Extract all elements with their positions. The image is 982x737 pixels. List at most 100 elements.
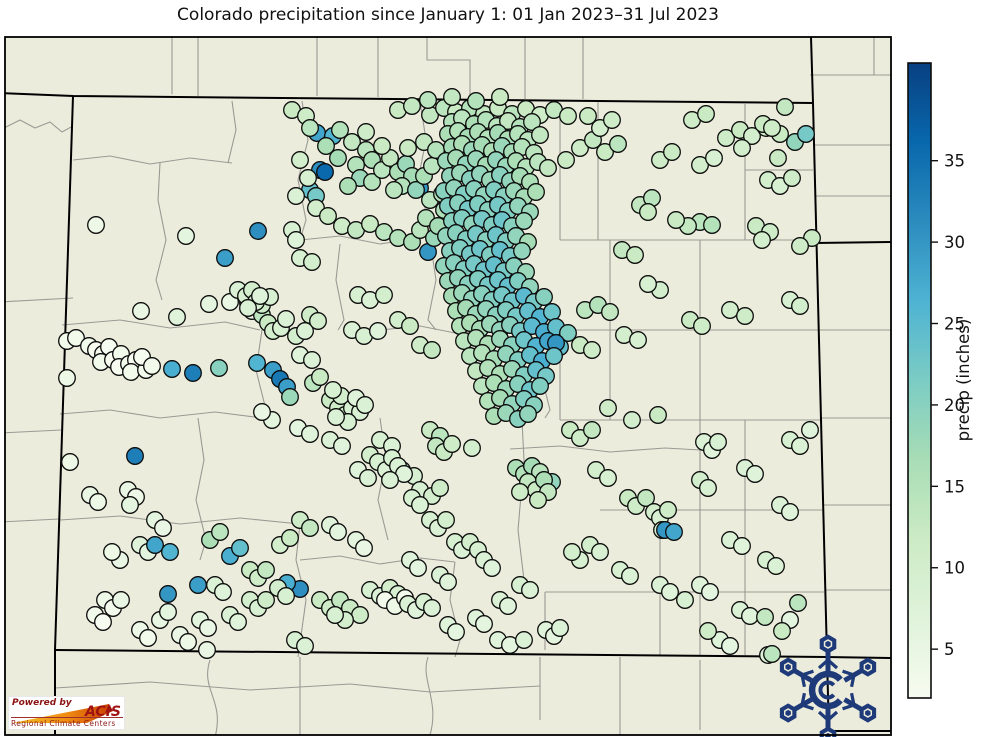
station-dot	[463, 439, 481, 457]
station-dot	[329, 149, 347, 167]
station-dot	[693, 317, 711, 335]
station-dot	[401, 317, 419, 335]
station-dot	[146, 536, 164, 554]
station-dot	[769, 149, 787, 167]
station-dot	[253, 403, 271, 421]
station-dot	[316, 163, 334, 181]
station-dot	[327, 408, 345, 426]
station-dot	[363, 173, 381, 191]
station-dot	[309, 312, 327, 330]
station-dot	[257, 561, 275, 579]
station-dot	[287, 187, 305, 205]
colorbar-bar	[907, 62, 932, 699]
station-dot	[665, 523, 683, 541]
station-dot	[437, 511, 455, 529]
station-dot	[583, 341, 601, 359]
station-dot	[563, 543, 581, 561]
station-dot	[519, 405, 537, 423]
station-dot	[667, 211, 685, 229]
station-dot	[639, 275, 657, 293]
station-dot	[621, 567, 639, 585]
station-dot	[251, 287, 269, 305]
colorbar-tick-label: 15	[944, 477, 965, 496]
station-dot	[324, 381, 342, 399]
station-dot	[523, 113, 541, 131]
station-dot	[154, 519, 172, 537]
station-dot	[599, 399, 617, 417]
station-dot	[301, 425, 319, 443]
colorbar-tick-label: 10	[944, 559, 965, 578]
station-dot	[776, 98, 794, 116]
county-lines	[5, 37, 891, 735]
station-dot	[199, 619, 217, 637]
station-dot	[515, 631, 533, 649]
station-dot	[423, 599, 441, 617]
station-dot	[557, 151, 575, 169]
colorbar-tick-label: 35	[944, 152, 965, 171]
station-dot	[67, 329, 85, 347]
station-dot	[499, 597, 517, 615]
station-dot	[791, 297, 809, 315]
station-dot	[701, 583, 719, 601]
station-dot	[359, 469, 377, 487]
station-dot	[419, 91, 437, 109]
station-dot	[423, 341, 441, 359]
station-dot	[709, 433, 727, 451]
station-dot	[721, 637, 739, 655]
colorbar-tick-label: 30	[944, 233, 965, 252]
axes-frame	[4, 36, 892, 736]
station-dot	[198, 641, 216, 659]
station-dot	[58, 369, 76, 387]
station-dot	[609, 135, 627, 153]
station-dot	[214, 583, 232, 601]
station-dot	[61, 453, 79, 471]
station-dot	[783, 169, 801, 187]
station-dot	[559, 324, 577, 342]
station-dot	[103, 543, 121, 561]
station-dot	[277, 310, 295, 328]
station-dot	[521, 581, 539, 599]
powered-by-text: Powered by	[12, 698, 72, 708]
station-dot	[301, 519, 319, 537]
station-dot	[743, 127, 761, 145]
station-dot	[475, 615, 493, 633]
station-dot	[797, 125, 815, 143]
station-dot	[339, 177, 357, 195]
station-dot	[143, 357, 161, 375]
colorbar-axis-label: precip (inches)	[954, 319, 973, 442]
station-dot	[303, 253, 321, 271]
station-dot	[331, 121, 349, 139]
station-dot	[596, 143, 614, 161]
station-dot	[733, 537, 751, 555]
station-dot	[317, 137, 335, 155]
station-dot	[781, 503, 799, 521]
chart-title: Colorado precipitation since January 1: …	[177, 5, 719, 25]
station-dot	[531, 126, 549, 144]
station-dot	[697, 105, 715, 123]
station-dot	[439, 573, 457, 591]
colorbar-tick-label: 20	[944, 396, 965, 415]
station-dot	[663, 143, 681, 161]
station-dot	[301, 119, 319, 137]
station-dot	[231, 539, 249, 557]
station-dot	[210, 359, 228, 377]
stations-layer	[58, 88, 821, 664]
station-dot	[661, 583, 679, 601]
station-dot	[229, 613, 247, 631]
station-dot	[249, 222, 267, 240]
station-dot	[639, 203, 657, 221]
station-dot	[87, 216, 105, 234]
station-dot	[355, 539, 373, 557]
station-dot	[159, 585, 177, 603]
station-dot	[513, 242, 531, 260]
station-dot	[699, 622, 717, 640]
station-dot	[736, 307, 754, 325]
station-dot	[637, 489, 655, 507]
station-dot	[601, 303, 619, 321]
station-dot	[184, 364, 202, 382]
station-dot	[411, 496, 429, 514]
station-dot	[351, 606, 369, 624]
station-dot	[529, 491, 547, 509]
station-dot	[122, 363, 140, 381]
